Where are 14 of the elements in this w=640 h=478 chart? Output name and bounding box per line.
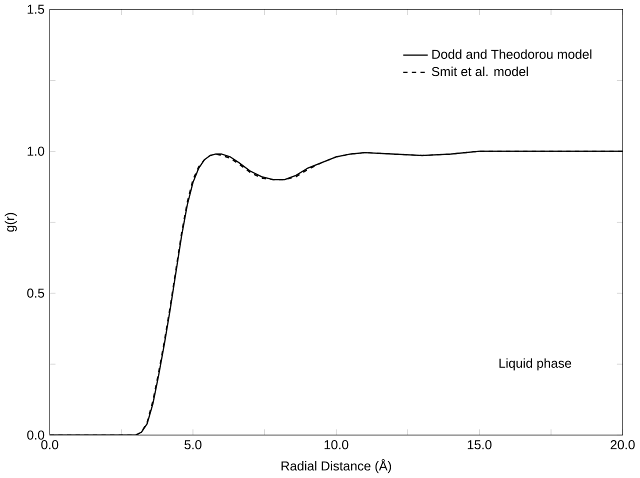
annotation: Liquid phase [499,358,572,370]
y-tick-label: 0.5 [27,288,44,298]
x-tick-label: 5.0 [184,440,202,450]
y-axis-title: g(r) [4,212,17,232]
x-axis-title: Radial Distance (Å) [282,459,392,474]
legend-label: Smit et al. model [432,66,528,76]
x-tick-label: 10.0 [324,440,348,450]
y-tick-label: 1.0 [28,146,44,156]
x-tick-label: 15.0 [468,440,492,450]
x-tick-label: 20.0 [610,440,635,450]
y-tick-label: 1.5 [28,4,44,14]
y-tick-label: 0.0 [27,430,44,440]
legend-label: Dodd and Theodorou model [432,49,592,59]
x-tick-label: 0.0 [41,440,58,450]
